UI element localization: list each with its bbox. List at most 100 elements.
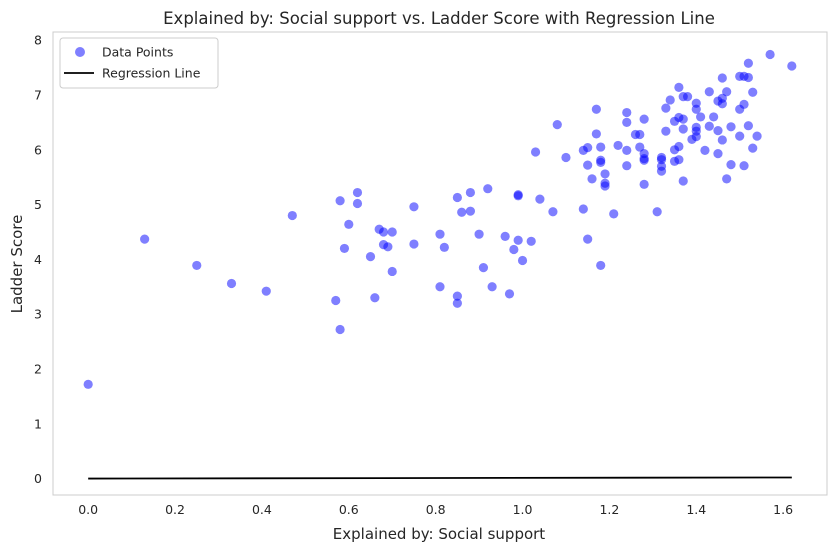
data-point: [352, 187, 363, 198]
data-point: [622, 145, 632, 155]
data-point: [339, 243, 350, 254]
y-tick-label: 7: [34, 88, 42, 103]
data-point: [713, 126, 723, 136]
y-tick-label: 8: [34, 33, 42, 48]
data-point: [717, 73, 727, 83]
data-point: [661, 126, 671, 136]
data-point: [387, 227, 397, 237]
data-point: [752, 131, 762, 141]
data-point: [526, 236, 536, 246]
x-tick-label: 1.4: [686, 502, 706, 517]
data-point: [140, 234, 150, 244]
x-axis-label: Explained by: Social support: [333, 525, 546, 543]
y-tick-label: 4: [34, 252, 42, 267]
x-tick-label: 1.0: [513, 502, 533, 517]
y-tick-label: 5: [34, 197, 42, 212]
data-point: [500, 231, 510, 241]
data-point: [287, 210, 297, 221]
data-point: [578, 204, 588, 214]
data-point: [504, 289, 515, 299]
plot-area: [52, 31, 828, 496]
data-point: [439, 242, 449, 252]
data-point: [483, 184, 493, 194]
data-point: [335, 324, 345, 335]
y-axis-label: Ladder Score: [8, 215, 26, 314]
data-point: [722, 174, 732, 184]
legend-box: [59, 37, 219, 89]
data-point: [452, 192, 462, 203]
chart-title: Explained by: Social support vs. Ladder …: [163, 9, 715, 28]
data-point: [192, 260, 202, 271]
regression-line-group: [88, 476, 792, 480]
x-tick-label: 0.8: [426, 502, 446, 517]
data-point: [639, 155, 649, 165]
data-point: [435, 229, 445, 239]
data-point: [691, 104, 701, 114]
data-point: [596, 142, 606, 152]
data-point: [704, 87, 714, 97]
data-point: [722, 87, 732, 97]
x-axis-ticks: 0.0 0.2 0.4 0.6 0.8 1.0 1.2 1.4 1.6: [78, 502, 793, 517]
data-point: [743, 121, 753, 131]
data-point: [600, 178, 610, 188]
data-point: [717, 135, 727, 145]
data-point: [674, 82, 684, 92]
data-point: [652, 207, 662, 217]
data-point: [665, 95, 675, 105]
data-point: [552, 120, 562, 130]
data-point: [635, 142, 645, 152]
data-point: [409, 239, 419, 249]
data-point: [513, 191, 523, 201]
data-point: [383, 242, 393, 252]
data-point: [591, 129, 601, 139]
data-point: [261, 286, 271, 296]
data-point: [726, 122, 736, 132]
data-point: [587, 174, 597, 184]
legend-marker-data-points: [75, 47, 85, 57]
data-point: [739, 161, 749, 171]
data-point: [639, 114, 649, 124]
data-point: [378, 227, 389, 237]
x-tick-label: 1.2: [599, 502, 619, 517]
data-point: [600, 169, 610, 179]
data-point: [591, 104, 601, 114]
data-point: [583, 234, 593, 244]
data-point: [682, 92, 693, 102]
data-point: [726, 159, 736, 170]
data-point: [678, 114, 688, 124]
data-point: [622, 161, 632, 171]
data-point: [509, 244, 519, 255]
data-point: [639, 179, 649, 189]
data-point: [704, 121, 714, 131]
data-point: [709, 112, 719, 122]
x-tick-label: 1.6: [773, 502, 793, 517]
y-tick-label: 1: [34, 416, 42, 431]
data-point: [465, 187, 476, 198]
data-point: [613, 140, 623, 151]
data-point: [226, 278, 237, 289]
data-point: [661, 103, 671, 113]
data-point: [748, 143, 758, 153]
data-point: [344, 219, 354, 229]
data-point: [739, 99, 749, 109]
legend: Data Points Regression Line: [59, 37, 219, 89]
data-point: [335, 196, 345, 206]
data-point: [622, 117, 632, 128]
y-tick-label: 3: [34, 307, 42, 322]
data-point: [748, 87, 758, 97]
data-point: [474, 229, 484, 239]
regression-line: [88, 476, 792, 480]
data-point: [656, 152, 667, 163]
data-point: [743, 58, 753, 68]
data-point: [678, 124, 688, 134]
data-point: [674, 141, 684, 152]
data-point: [530, 147, 541, 157]
data-point: [596, 260, 606, 271]
data-point: [535, 194, 545, 204]
legend-label-data-points: Data Points: [102, 45, 173, 60]
data-point: [83, 379, 93, 389]
legend-label-regression-line: Regression Line: [102, 66, 201, 81]
data-point: [435, 282, 445, 292]
data-point: [352, 198, 363, 209]
